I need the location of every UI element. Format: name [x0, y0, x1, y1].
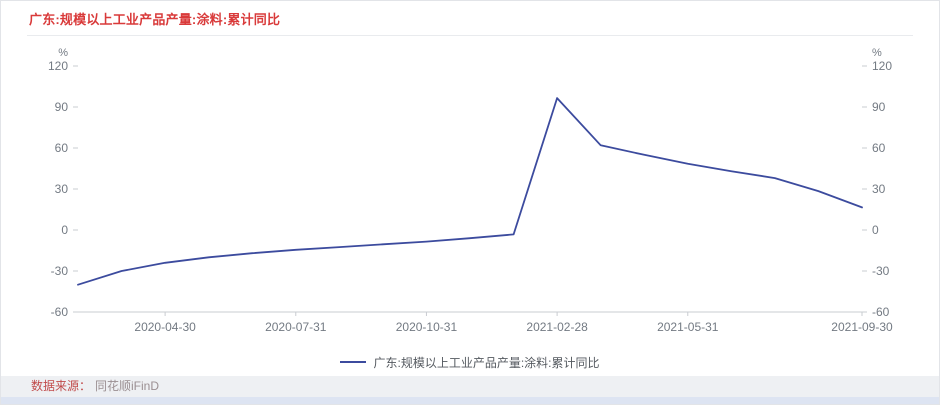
svg-text:2021-09-30: 2021-09-30 — [831, 320, 893, 334]
svg-text:90: 90 — [55, 100, 69, 114]
svg-text:2020-07-31: 2020-07-31 — [265, 320, 327, 334]
svg-text:2020-04-30: 2020-04-30 — [134, 320, 196, 334]
svg-text:60: 60 — [55, 141, 69, 155]
svg-text:120: 120 — [872, 59, 892, 73]
svg-text:%: % — [872, 47, 882, 59]
chart-title: 广东:规模以上工业产品产量:涂料:累计同比 — [29, 12, 281, 27]
legend-line-marker — [340, 361, 367, 363]
svg-text:60: 60 — [872, 141, 886, 155]
svg-text:-60: -60 — [51, 305, 69, 319]
chart-header: 广东:规模以上工业产品产量:涂料:累计同比 — [1, 1, 939, 35]
svg-text:2021-05-31: 2021-05-31 — [657, 320, 719, 334]
legend-label: 广东:规模以上工业产品产量:涂料:累计同比 — [373, 355, 600, 370]
svg-text:2021-02-28: 2021-02-28 — [526, 320, 588, 334]
bottom-strip — [1, 397, 939, 404]
svg-text:0: 0 — [872, 223, 879, 237]
svg-text:30: 30 — [55, 182, 69, 196]
chart-area: -60 -60 -30 -30 0 0 30 30 60 60 90 90 120 120%% 2020-0… — [1, 36, 939, 376]
svg-text:-30: -30 — [872, 264, 890, 278]
data-source-label: 数据来源： — [31, 379, 92, 393]
svg-text:0: 0 — [61, 223, 68, 237]
svg-text:30: 30 — [872, 182, 886, 196]
legend[interactable]: 广东:规模以上工业产品产量:涂料:累计同比 — [340, 352, 600, 372]
svg-text:-30: -30 — [51, 264, 69, 278]
footer: 数据来源： 同花顺iFinD — [1, 376, 939, 397]
svg-text:120: 120 — [48, 59, 68, 73]
svg-text:%: % — [58, 47, 68, 59]
data-source-value: 同花顺iFinD — [95, 379, 160, 393]
header-divider — [27, 35, 913, 36]
svg-text:2020-10-31: 2020-10-31 — [396, 320, 458, 334]
svg-text:-60: -60 — [872, 305, 890, 319]
line-chart: -60 -60 -30 -30 0 0 30 30 60 60 90 90 120 120% % 2020-0… — [48, 47, 893, 334]
svg-text:90: 90 — [872, 100, 886, 114]
